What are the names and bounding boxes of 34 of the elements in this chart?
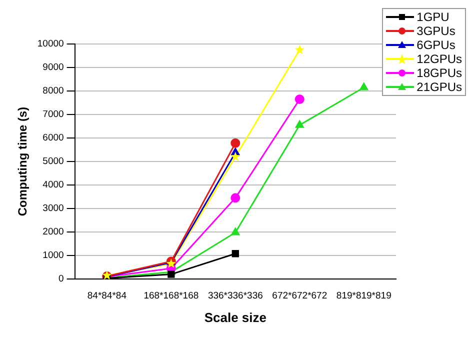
point — [294, 94, 304, 104]
point — [360, 82, 368, 90]
y-tick-label: 0 — [58, 274, 64, 285]
y-tick-label: 1000 — [42, 250, 64, 262]
y-tick-label: 7000 — [42, 109, 64, 120]
x-tick-label: 819*819*819 — [336, 290, 392, 302]
y-tick-label: 9000 — [42, 62, 64, 74]
x-tick-label: 84*84*84 — [87, 290, 126, 302]
point — [294, 44, 304, 54]
point — [231, 228, 240, 236]
point — [230, 152, 240, 161]
y-tick-label: 3000 — [42, 203, 64, 214]
legend-label: 1GPU — [416, 10, 450, 24]
y-tick-label: 10000 — [37, 38, 64, 50]
point — [230, 138, 240, 148]
y-tick-label: 2000 — [42, 226, 64, 238]
y-tick-label: 8000 — [42, 86, 64, 97]
point — [230, 193, 240, 203]
point — [168, 270, 175, 278]
y-tick-label: 4000 — [42, 180, 64, 191]
x-tick-label: 672*672*672 — [272, 290, 328, 302]
y-tick-label: 6000 — [42, 132, 64, 144]
point — [232, 250, 239, 258]
y-tick-label: 5000 — [42, 156, 64, 168]
x-tick-label: 168*168*168 — [144, 290, 199, 302]
x-axis-title: Scale size — [204, 310, 266, 325]
point — [295, 120, 304, 128]
legend-label: 18GPUs — [416, 66, 462, 80]
y-axis-title: Computing time (s) — [16, 106, 30, 216]
legend-label: 12GPUs — [416, 52, 462, 66]
legend-label: 3GPUs — [416, 24, 456, 38]
legend-label: 21GPUs — [416, 80, 462, 94]
legend-label: 6GPUs — [416, 38, 456, 52]
x-tick-label: 336*336*336 — [208, 290, 263, 302]
